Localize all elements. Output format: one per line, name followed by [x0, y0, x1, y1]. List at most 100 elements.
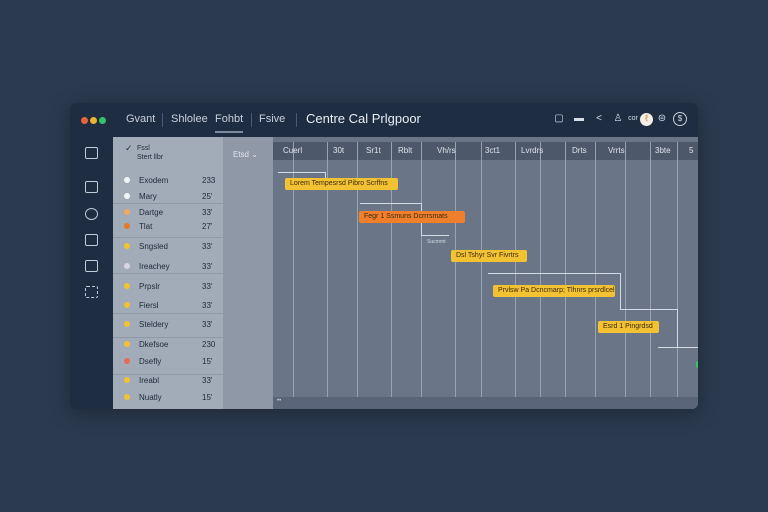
grid-line [391, 142, 392, 397]
task-value: 230 [202, 340, 216, 349]
task-status-icon [124, 341, 130, 347]
task-status-icon [124, 377, 130, 383]
timeline-header-label: Lvrdrs [521, 146, 544, 155]
task-bar[interactable]: Prvlsw Pa Dcncmarp; Tlhnrs prsrdlcel [493, 285, 615, 297]
more-label[interactable]: cor [628, 115, 638, 122]
grid-icon[interactable] [85, 286, 98, 298]
grid-line [650, 142, 651, 397]
timeline-header-label: Vrrts [608, 146, 625, 155]
grid-line [540, 142, 541, 397]
layers-icon[interactable]: ⊜ [657, 113, 667, 124]
dependency-line [620, 309, 677, 310]
task-status-icon [124, 321, 130, 327]
task-name: Sngsled [139, 242, 168, 251]
grid-line [481, 142, 482, 397]
dependency-line [360, 203, 422, 204]
avatar[interactable]: ℓ [640, 113, 653, 126]
lock-icon[interactable] [85, 234, 98, 246]
grid-line [565, 142, 566, 397]
timeline-header-label: Drts [572, 146, 587, 155]
inbox-icon[interactable]: ▬ [574, 113, 584, 124]
task-name: Ireabl [139, 376, 160, 385]
task-value: 25' [202, 192, 213, 201]
column-dropdown[interactable]: Etsd ⌄ [233, 150, 258, 159]
task-status-icon [124, 358, 130, 364]
link-icon[interactable] [85, 208, 98, 220]
folder-icon[interactable] [85, 181, 98, 193]
dependency-line [677, 309, 678, 347]
calendar-icon[interactable] [85, 147, 98, 159]
chart-icon[interactable] [85, 260, 98, 272]
column-dropdown-label: Etsd [233, 150, 250, 159]
divider [162, 113, 163, 127]
task-status-icon [124, 302, 130, 308]
gantt-scrollbar[interactable]: •• [273, 397, 698, 409]
grid-line [515, 142, 516, 397]
task-name: Tlat [139, 222, 153, 231]
help-icon[interactable]: $ [673, 112, 687, 126]
task-name: Ireachey [139, 262, 170, 271]
task-bar[interactable]: Esrd 1 Pingrdsd [598, 321, 659, 333]
task-name: Exodem [139, 176, 169, 185]
timeline-header-label: Vh/rs [437, 146, 456, 155]
dependency-line [278, 172, 326, 173]
nav-gantt[interactable]: Gvant [126, 113, 156, 125]
share-icon[interactable]: < [596, 113, 602, 124]
list-header-title: Fssl [137, 145, 150, 152]
task-value: 15' [202, 393, 213, 402]
task-name: Dkefsoe [139, 340, 169, 349]
milestone-label: Sucrnmt [427, 239, 446, 245]
minimize-button[interactable] [90, 117, 97, 124]
grid-line [455, 142, 456, 397]
task-bar[interactable]: Dsl Tshyr Svr Fivrtrs [451, 250, 527, 262]
timeline-header-label: Cuerl [283, 146, 303, 155]
task-name: Fiersl [139, 301, 159, 310]
task-value: 33' [202, 208, 213, 217]
task-value: 233 [202, 176, 216, 185]
nav-schedule[interactable]: Shlolee [171, 113, 208, 125]
timeline-header-label: Sr1t [366, 146, 381, 155]
nav-save[interactable]: Fsive [259, 113, 286, 125]
grid-line [357, 142, 358, 397]
task-status-icon [124, 193, 130, 199]
dependency-line [325, 172, 326, 182]
task-bar[interactable]: Fegr 1 Ssmuns Dcrrrsmats [359, 211, 465, 223]
timeline-header [273, 142, 698, 160]
row-divider [113, 237, 273, 238]
gantt-chart: Cuerl 30t Sr1t Rblt Vh/rs 3ct1 Lvrdrs Drts Vrrts… [273, 137, 698, 409]
title-bar: Gvant Shlolee Fohbt Fsive Centre Cal Prl… [70, 103, 698, 137]
timeline-header-label: Rblt [398, 146, 413, 155]
close-button[interactable] [81, 117, 88, 124]
grid-line [327, 142, 328, 397]
task-value: 27' [202, 222, 213, 231]
timeline-header-label: 3ct1 [485, 146, 501, 155]
task-value: 15' [202, 357, 213, 366]
task-status-icon [124, 223, 130, 229]
task-status-icon [124, 263, 130, 269]
timeline-header-label: 30t [333, 146, 345, 155]
bookmark-icon[interactable]: ▢ [554, 113, 564, 124]
task-status-icon [124, 209, 130, 215]
task-value: 33' [202, 242, 213, 251]
task-value: 33' [202, 282, 213, 291]
task-status-icon [124, 243, 130, 249]
maximize-button[interactable] [99, 117, 106, 124]
divider [251, 113, 252, 127]
task-value: 33' [202, 376, 213, 385]
app-window: Gvant Shlolee Fohbt Fsive Centre Cal Prl… [70, 103, 698, 409]
grid-line [421, 142, 422, 397]
user-upload-icon[interactable]: ♙ [613, 113, 623, 124]
window-title: Centre Cal Prlgpoor [306, 111, 421, 126]
row-divider [113, 313, 273, 314]
task-list: ✓ Fssl Stert llbr Exodem 233 Mary 25' Da… [113, 137, 275, 409]
task-name: Mary [139, 192, 157, 201]
task-bar[interactable]: Lorem Tempesrsd Pibro Scrffns [285, 178, 398, 190]
divider [296, 113, 297, 127]
task-status-icon [124, 283, 130, 289]
dependency-line [658, 347, 698, 348]
milestone-marker [696, 361, 698, 368]
task-value: 33' [202, 262, 213, 271]
grid-line [595, 142, 596, 397]
timeline-header-label: 5 [689, 146, 694, 155]
nav-editor[interactable]: Fohbt [215, 113, 244, 133]
